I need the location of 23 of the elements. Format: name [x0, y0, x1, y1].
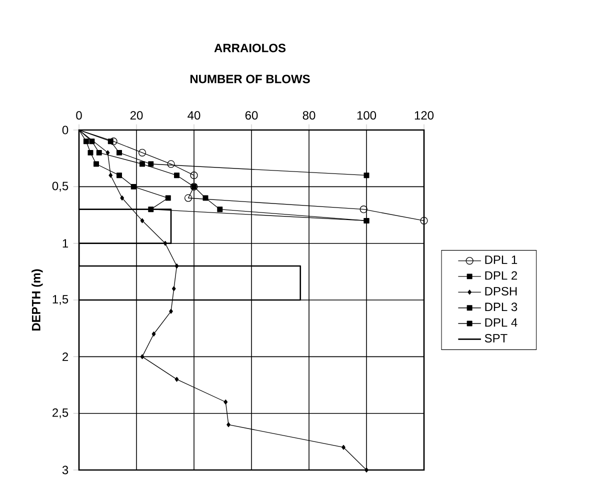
y-tick-label: 2,5	[52, 408, 68, 418]
legend-label: DPL 2	[485, 271, 518, 280]
x-tick-label: 120	[414, 111, 434, 120]
x-tick-label: 20	[130, 111, 143, 120]
y-tick-label: 3	[62, 466, 68, 474]
y-tick-label: 0	[62, 126, 68, 134]
x-tick-label: 100	[357, 111, 376, 120]
legend-label: DPL 4	[485, 318, 518, 327]
y-tick-label: 2	[62, 352, 68, 361]
x-tick-label: 80	[302, 111, 316, 120]
legend-label: DPL 1	[485, 256, 518, 264]
y-axis-title: DEPTH (m)	[32, 269, 43, 331]
x-tick-label: 0	[76, 111, 82, 120]
legend-label: DPL 3	[485, 302, 518, 312]
legend-label: SPT	[484, 334, 508, 342]
y-tick-label: 1	[62, 239, 68, 248]
x-tick-label: 60	[245, 111, 258, 120]
x-tick-label: 40	[188, 111, 200, 120]
legend-label: DPSH	[485, 286, 517, 296]
y-tick-label: 1,5	[52, 295, 68, 305]
y-tick-label: 0,5	[52, 182, 68, 192]
chart-subtitle: NUMBER OF BLOWS	[190, 74, 310, 84]
chart-title: ARRAIOLOS	[214, 44, 286, 52]
